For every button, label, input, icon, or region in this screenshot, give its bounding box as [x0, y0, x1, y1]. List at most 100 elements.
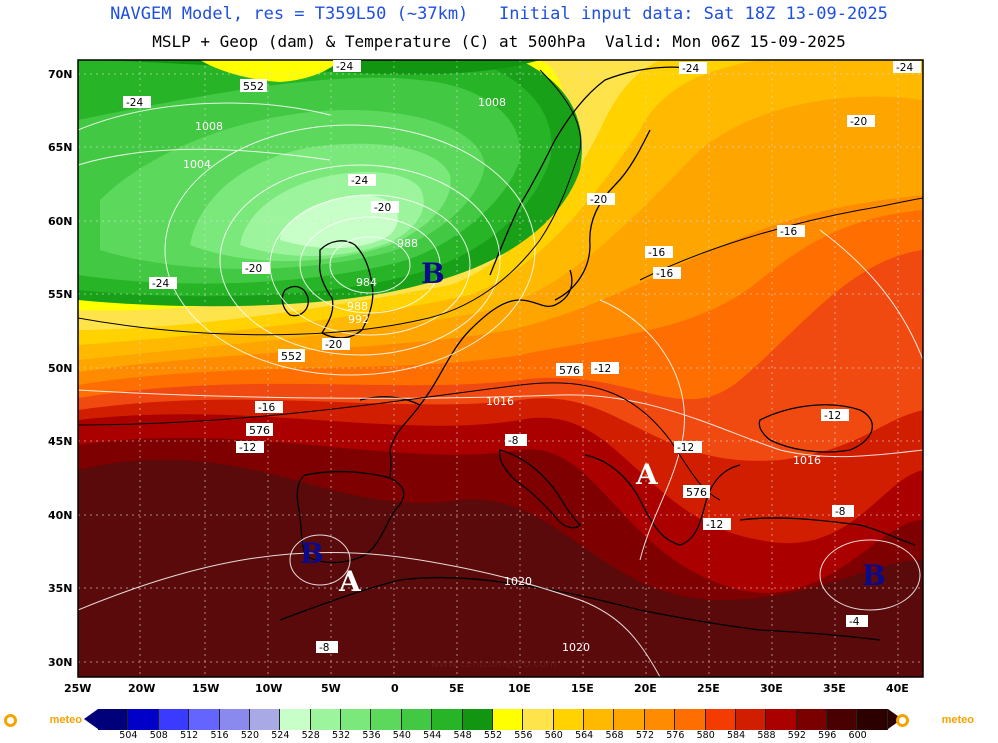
centrometeo-logo-right: centro meteo	[896, 711, 974, 729]
geo-label-box	[683, 485, 710, 498]
low-pressure-marker: B	[421, 257, 445, 290]
isobar-label: 1004	[183, 158, 211, 171]
colorbar-label: 516	[210, 730, 229, 741]
colorbar-label: 560	[544, 730, 563, 741]
colorbar-cell	[675, 709, 706, 730]
temp-label: -24	[152, 278, 169, 290]
colorbar-cell	[796, 709, 827, 730]
isobar-labels: 1008 1004 1008 988 984 988 992 1016 1016…	[183, 96, 821, 654]
temp-label: -16	[648, 247, 665, 259]
centrometeo-logo-left: centro meteo	[4, 711, 82, 729]
temp-label-box	[653, 267, 681, 279]
temp-label: -20	[374, 202, 391, 214]
temp-label: -12	[239, 442, 256, 454]
temp-label-box	[777, 225, 805, 237]
colorbar-cell	[310, 709, 341, 730]
temp-label-box	[591, 362, 619, 374]
temp-label: -12	[594, 363, 611, 375]
isobar-label: 1008	[195, 120, 223, 133]
lon-label: 30E	[760, 682, 783, 695]
temp-label: -20	[245, 263, 262, 275]
latitude-labels: 70N 65N 60N 55N 50N 45N 40N 35N 30N	[48, 68, 73, 669]
colorbar-label: 512	[180, 730, 199, 741]
temp-label-box	[847, 115, 875, 127]
colorbar-label: 556	[514, 730, 533, 741]
temp-label-box	[333, 60, 361, 72]
temp-label: -24	[682, 63, 699, 75]
temp-label-box	[371, 201, 399, 213]
colorbar-label: 596	[818, 730, 837, 741]
temp-label-box	[149, 277, 177, 289]
lon-label: 40E	[886, 682, 909, 695]
temp-label-box	[703, 518, 731, 530]
temp-label: -24	[351, 175, 368, 187]
logo-text-part2: meteo	[49, 714, 82, 726]
lon-label: 25E	[697, 682, 720, 695]
isobar-label: 1020	[562, 641, 590, 654]
colorbar-cell	[371, 709, 402, 730]
logo-text-part1: centro	[19, 714, 50, 726]
temp-label-box	[846, 615, 868, 627]
colorbar-label: 524	[271, 730, 290, 741]
colorbar-label: 584	[726, 730, 746, 741]
colorbar-label: 576	[666, 730, 685, 741]
colorbar-cell	[341, 709, 372, 730]
colorbar-label: 592	[787, 730, 806, 741]
temp-label-box	[236, 441, 264, 453]
temp-label: -20	[850, 116, 867, 128]
isobar-label: 992	[348, 313, 369, 326]
colorbar-cell	[614, 709, 645, 730]
temp-label-box	[123, 96, 151, 108]
temp-label: -24	[126, 97, 143, 109]
longitude-labels: 25W 20W 15W 10W 5W 0 5E 10E 15E 20E 25E …	[64, 682, 909, 695]
colorbar-label: 588	[757, 730, 776, 741]
lon-label: 0	[391, 682, 399, 695]
field-layer	[78, 60, 923, 677]
colorbar-cell	[735, 709, 767, 730]
temp-label-box	[645, 246, 673, 258]
temperature-labels: -24 -24 -24 -24 -24 -24 -20 -20 -20 -20 …	[123, 60, 921, 654]
geopotential-contours	[78, 69, 923, 501]
logo-ring-icon	[896, 713, 909, 727]
title-model-run: NAVGEM Model, res = T359L50 (~37km) Init…	[110, 4, 888, 24]
colorbar-label: 528	[301, 730, 320, 741]
temp-label: -20	[590, 194, 607, 206]
temp-label: -8	[835, 506, 845, 518]
geo-label-box	[246, 423, 273, 436]
geo-label-box	[240, 79, 267, 92]
temp-label: -12	[824, 410, 841, 422]
temp-label: -8	[319, 642, 329, 654]
lon-label: 35E	[823, 682, 846, 695]
temp-label: -12	[677, 442, 694, 454]
temp-label: -24	[336, 61, 353, 73]
temp-label: -24	[896, 62, 913, 74]
temp-label-box	[242, 262, 270, 274]
lat-label: 50N	[48, 362, 73, 375]
lat-label: 35N	[48, 582, 73, 595]
low-pressure-marker: B	[862, 559, 886, 592]
colorbar-label: 572	[635, 730, 654, 741]
colorbar-cell	[705, 709, 736, 730]
temp-label-box	[348, 174, 376, 186]
geo-label: 576	[686, 486, 707, 499]
temp-label: -8	[508, 435, 518, 447]
colorbar-label: 544	[423, 730, 442, 741]
colorbar-label: 536	[362, 730, 381, 741]
colorbar	[98, 709, 888, 730]
lat-label: 70N	[48, 68, 73, 81]
colorbar-label: 508	[149, 730, 168, 741]
temp-label-box	[587, 193, 615, 205]
map-frame	[77, 59, 924, 678]
lat-label: 65N	[48, 141, 73, 154]
temp-label: -16	[780, 226, 797, 238]
lon-label: 15E	[571, 682, 594, 695]
geo-label: 552	[243, 80, 264, 93]
lon-label: 5E	[449, 682, 464, 695]
colorbar-cell	[432, 709, 463, 730]
logo-ring-icon	[4, 713, 17, 727]
colorbar-labels: 504 508 512 516 520 524 528 532 536 540 544 548 552 5…	[98, 730, 888, 743]
isobar-label: 1008	[478, 96, 506, 109]
lon-label: 20W	[128, 682, 155, 695]
colorbar-cell	[492, 709, 524, 730]
